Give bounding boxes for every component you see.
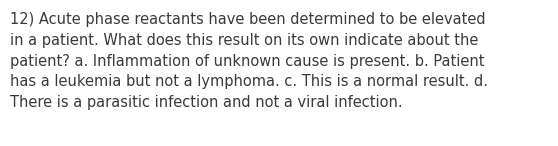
- Text: 12) Acute phase reactants have been determined to be elevated
in a patient. What: 12) Acute phase reactants have been dete…: [10, 12, 488, 110]
